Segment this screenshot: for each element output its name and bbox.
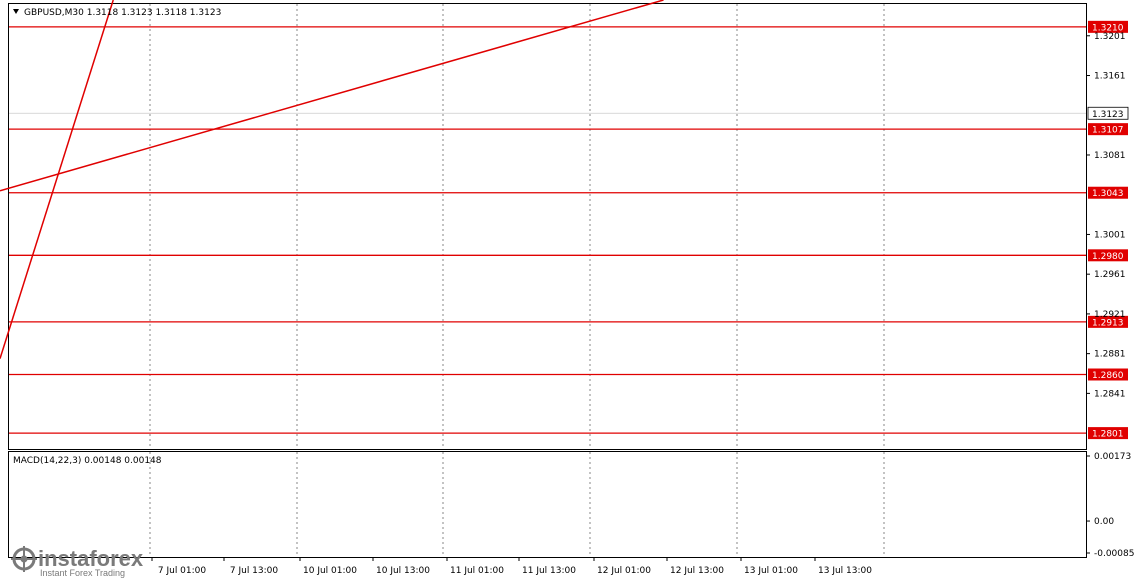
horizontal-levels: 1.3210 1.3107 1.3043 1.2980 1.2913 1.2860 1.28… xyxy=(9,20,1129,440)
y-tick-label: 1.3201 xyxy=(1094,32,1126,42)
watermark-brand: instaforex xyxy=(38,546,144,571)
level-tag xyxy=(1088,249,1128,262)
level-tag-label: 1.3043 xyxy=(1092,189,1124,199)
y-tick-label: 1.2921 xyxy=(1094,310,1126,320)
triangle-down-icon[interactable] xyxy=(13,9,19,14)
current-price-label: 1.3123 xyxy=(1092,110,1124,120)
level-tag xyxy=(1088,368,1128,381)
level-tag-label: 1.3210 xyxy=(1092,23,1124,33)
level-tag xyxy=(1088,186,1128,199)
level-tag-label: 1.2980 xyxy=(1092,252,1124,262)
macd-tick-label: -0.00085 xyxy=(1094,549,1134,559)
macd-title: MACD(14,22,3) 0.00148 0.00148 xyxy=(13,456,162,466)
trend-lines xyxy=(0,0,664,359)
x-tick-label: 12 Jul 01:00 xyxy=(597,566,651,576)
watermark-tagline: Instant Forex Trading xyxy=(40,568,125,578)
watermark: instaforex Instant Forex Trading xyxy=(11,546,144,578)
x-tick-label: 7 Jul 13:00 xyxy=(230,566,279,576)
grid xyxy=(149,4,885,557)
y-tick-label: 1.2841 xyxy=(1094,389,1126,399)
x-tick-label: 10 Jul 13:00 xyxy=(376,566,430,576)
x-tick-label: 12 Jul 13:00 xyxy=(670,566,724,576)
price-axis: 1.3201 1.3161 1.3081 1.3001 1.2961 1.2921 1.28… xyxy=(1086,32,1134,559)
x-tick-label: 11 Jul 13:00 xyxy=(522,566,576,576)
x-tick-label: 13 Jul 01:00 xyxy=(744,566,798,576)
level-tag-label: 1.2860 xyxy=(1092,371,1124,381)
x-tick-label: 11 Jul 01:00 xyxy=(450,566,504,576)
level-tag xyxy=(1088,427,1128,440)
price-pane-frame xyxy=(8,3,1087,450)
level-tag-label: 1.2913 xyxy=(1092,318,1124,328)
macd-tick-label: 0.00 xyxy=(1094,517,1114,527)
time-axis: 7 Jul 01:00 7 Jul 13:00 10 Jul 01:00 10 Jul… xyxy=(151,557,872,576)
y-tick-label: 1.3081 xyxy=(1094,151,1126,161)
level-tag-label: 1.3107 xyxy=(1092,126,1124,136)
y-tick-label: 1.2881 xyxy=(1094,350,1126,360)
x-tick-label: 10 Jul 01:00 xyxy=(303,566,357,576)
y-tick-label: 1.2961 xyxy=(1094,270,1126,280)
y-tick-label: 1.3001 xyxy=(1094,230,1126,240)
macd-tick-label: 0.00173 xyxy=(1094,452,1131,462)
symbol-header: GBPUSD,M30 1.3118 1.3123 1.3118 1.3123 xyxy=(24,8,221,18)
x-tick-label: 7 Jul 01:00 xyxy=(158,566,207,576)
x-tick-label: 13 Jul 13:00 xyxy=(818,566,872,576)
trend-line xyxy=(0,0,664,192)
level-tag xyxy=(1088,315,1128,328)
level-tag-label: 1.2801 xyxy=(1092,430,1124,440)
instaforex-logo-icon xyxy=(11,546,37,572)
y-tick-label: 1.3161 xyxy=(1094,72,1126,82)
macd-pane-frame xyxy=(8,451,1087,558)
level-tag xyxy=(1088,20,1128,33)
current-price-tag xyxy=(1087,106,1129,120)
trend-line xyxy=(0,0,114,359)
level-tag xyxy=(1088,123,1128,136)
